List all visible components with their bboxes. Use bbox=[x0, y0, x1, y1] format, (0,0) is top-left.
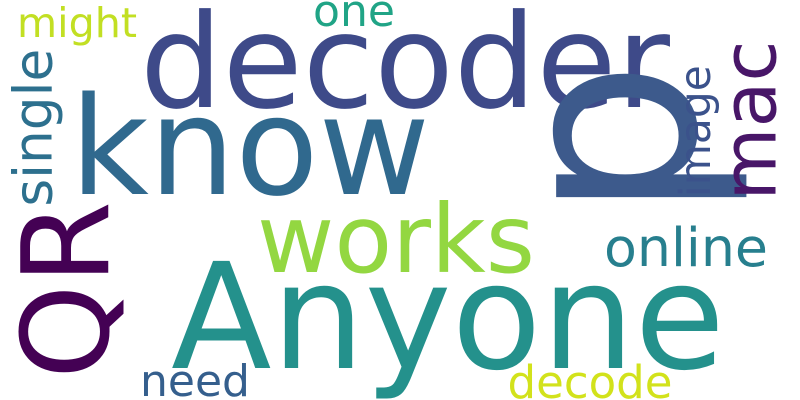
word-decode: decode bbox=[507, 356, 673, 400]
word-image: image bbox=[670, 65, 720, 197]
word-need: need bbox=[140, 355, 250, 400]
word-decoder: decoder bbox=[140, 0, 670, 138]
word-single: single bbox=[1, 49, 65, 207]
word-one: one bbox=[313, 0, 395, 37]
word-online: online bbox=[604, 216, 768, 280]
word-might: might bbox=[17, 0, 137, 48]
word-anyone: Anyone bbox=[171, 231, 725, 400]
word-know: know bbox=[70, 68, 430, 227]
word-qr: QR bbox=[0, 201, 137, 379]
word-works: works bbox=[257, 184, 535, 295]
word-mac: mac bbox=[705, 40, 794, 200]
